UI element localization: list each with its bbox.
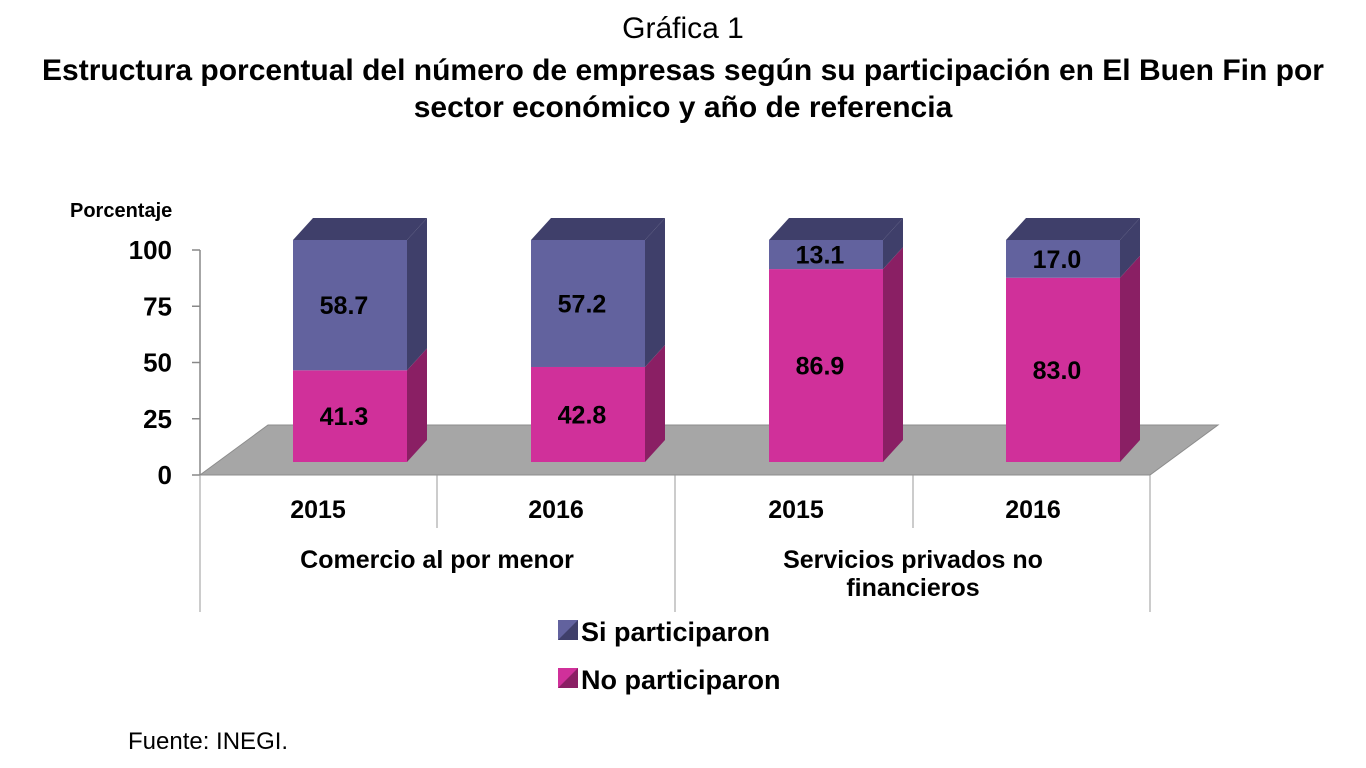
bar-top-face — [769, 218, 903, 240]
y-tick-label: 0 — [158, 460, 172, 490]
chart-title: Estructura porcentual del número de empr… — [42, 54, 1324, 124]
y-tick-label: 25 — [143, 404, 172, 434]
bar-top-face — [293, 218, 427, 240]
legend: Si participaron No participaron — [558, 617, 781, 695]
bar-segment-no-participaron: 41.3 — [293, 348, 427, 462]
bar-front-face — [531, 240, 645, 367]
data-label: 58.7 — [320, 292, 369, 320]
bar-segment-si-participaron: 57.2 — [531, 218, 665, 367]
bar-side-face — [645, 344, 665, 462]
y-tick-label: 50 — [143, 348, 172, 378]
bar-side-face — [645, 218, 665, 367]
bar-side-face — [883, 247, 903, 462]
source-note: Fuente: INEGI. — [128, 728, 289, 755]
bar-front-face — [293, 370, 407, 462]
x-group-label: Comercio al por menor — [300, 546, 574, 574]
chart-subtitle: Gráfica 1 — [622, 12, 744, 45]
bar-segment-no-participaron: 42.8 — [531, 344, 665, 462]
bar-top-face — [531, 218, 665, 240]
legend-label: Si participaron — [581, 617, 770, 647]
bar-top-face — [1006, 218, 1140, 240]
bar-side-face — [1120, 255, 1140, 462]
bar-side-face — [407, 218, 427, 371]
bar-side-face — [883, 218, 903, 270]
bar-front-face — [1006, 277, 1120, 462]
y-tick-label: 75 — [143, 291, 172, 321]
x-tick-label: 2015 — [768, 496, 824, 524]
data-label: 13.1 — [796, 242, 845, 270]
bar-segment-si-participaron: 58.7 — [293, 218, 427, 371]
data-label: 41.3 — [320, 403, 369, 431]
x-group-label: Servicios privados no — [783, 546, 1043, 574]
x-tick-label: 2016 — [528, 496, 584, 524]
legend-item: Si participaron — [558, 617, 770, 647]
x-tick-label: 2016 — [1005, 496, 1061, 524]
bar-front-face — [531, 366, 645, 462]
x-group-label: financieros — [846, 574, 979, 602]
bar-front-face — [769, 269, 883, 462]
bar-side-face — [1120, 218, 1140, 278]
bar-front-face — [293, 240, 407, 371]
legend-swatch-shade — [558, 620, 578, 640]
legend-label: No participaron — [581, 665, 781, 695]
legend-swatch-shade — [558, 668, 578, 688]
data-label: 57.2 — [558, 290, 607, 318]
data-label: 42.8 — [558, 401, 607, 429]
data-label: 17.0 — [1033, 246, 1082, 274]
floor-plane — [198, 424, 1220, 476]
x-axis: 2015 2016 2015 2016 Comercio al por menor Ser… — [199, 475, 1151, 612]
y-axis: 0 25 50 75 100 Porcentaje — [70, 200, 201, 490]
y-tick-label: 100 — [129, 235, 172, 265]
bar-front-face — [1006, 240, 1120, 278]
bars: 41.3 58.7 42.8 57.2 86.9 13.1 83.0 17.0 — [293, 218, 1140, 462]
x-tick-label: 2015 — [290, 496, 346, 524]
bar-segment-no-participaron: 86.9 — [769, 247, 903, 462]
y-axis-label: Porcentaje — [70, 200, 172, 222]
bar-side-face — [407, 348, 427, 462]
bar-segment-si-participaron: 13.1 — [769, 218, 903, 270]
data-label: 86.9 — [796, 353, 845, 381]
bar-segment-no-participaron: 83.0 — [1006, 255, 1140, 462]
data-label: 83.0 — [1033, 357, 1082, 385]
chart-floor — [198, 424, 1220, 476]
bar-front-face — [769, 240, 883, 270]
bar-segment-si-participaron: 17.0 — [1006, 218, 1140, 278]
legend-item: No participaron — [558, 665, 781, 695]
